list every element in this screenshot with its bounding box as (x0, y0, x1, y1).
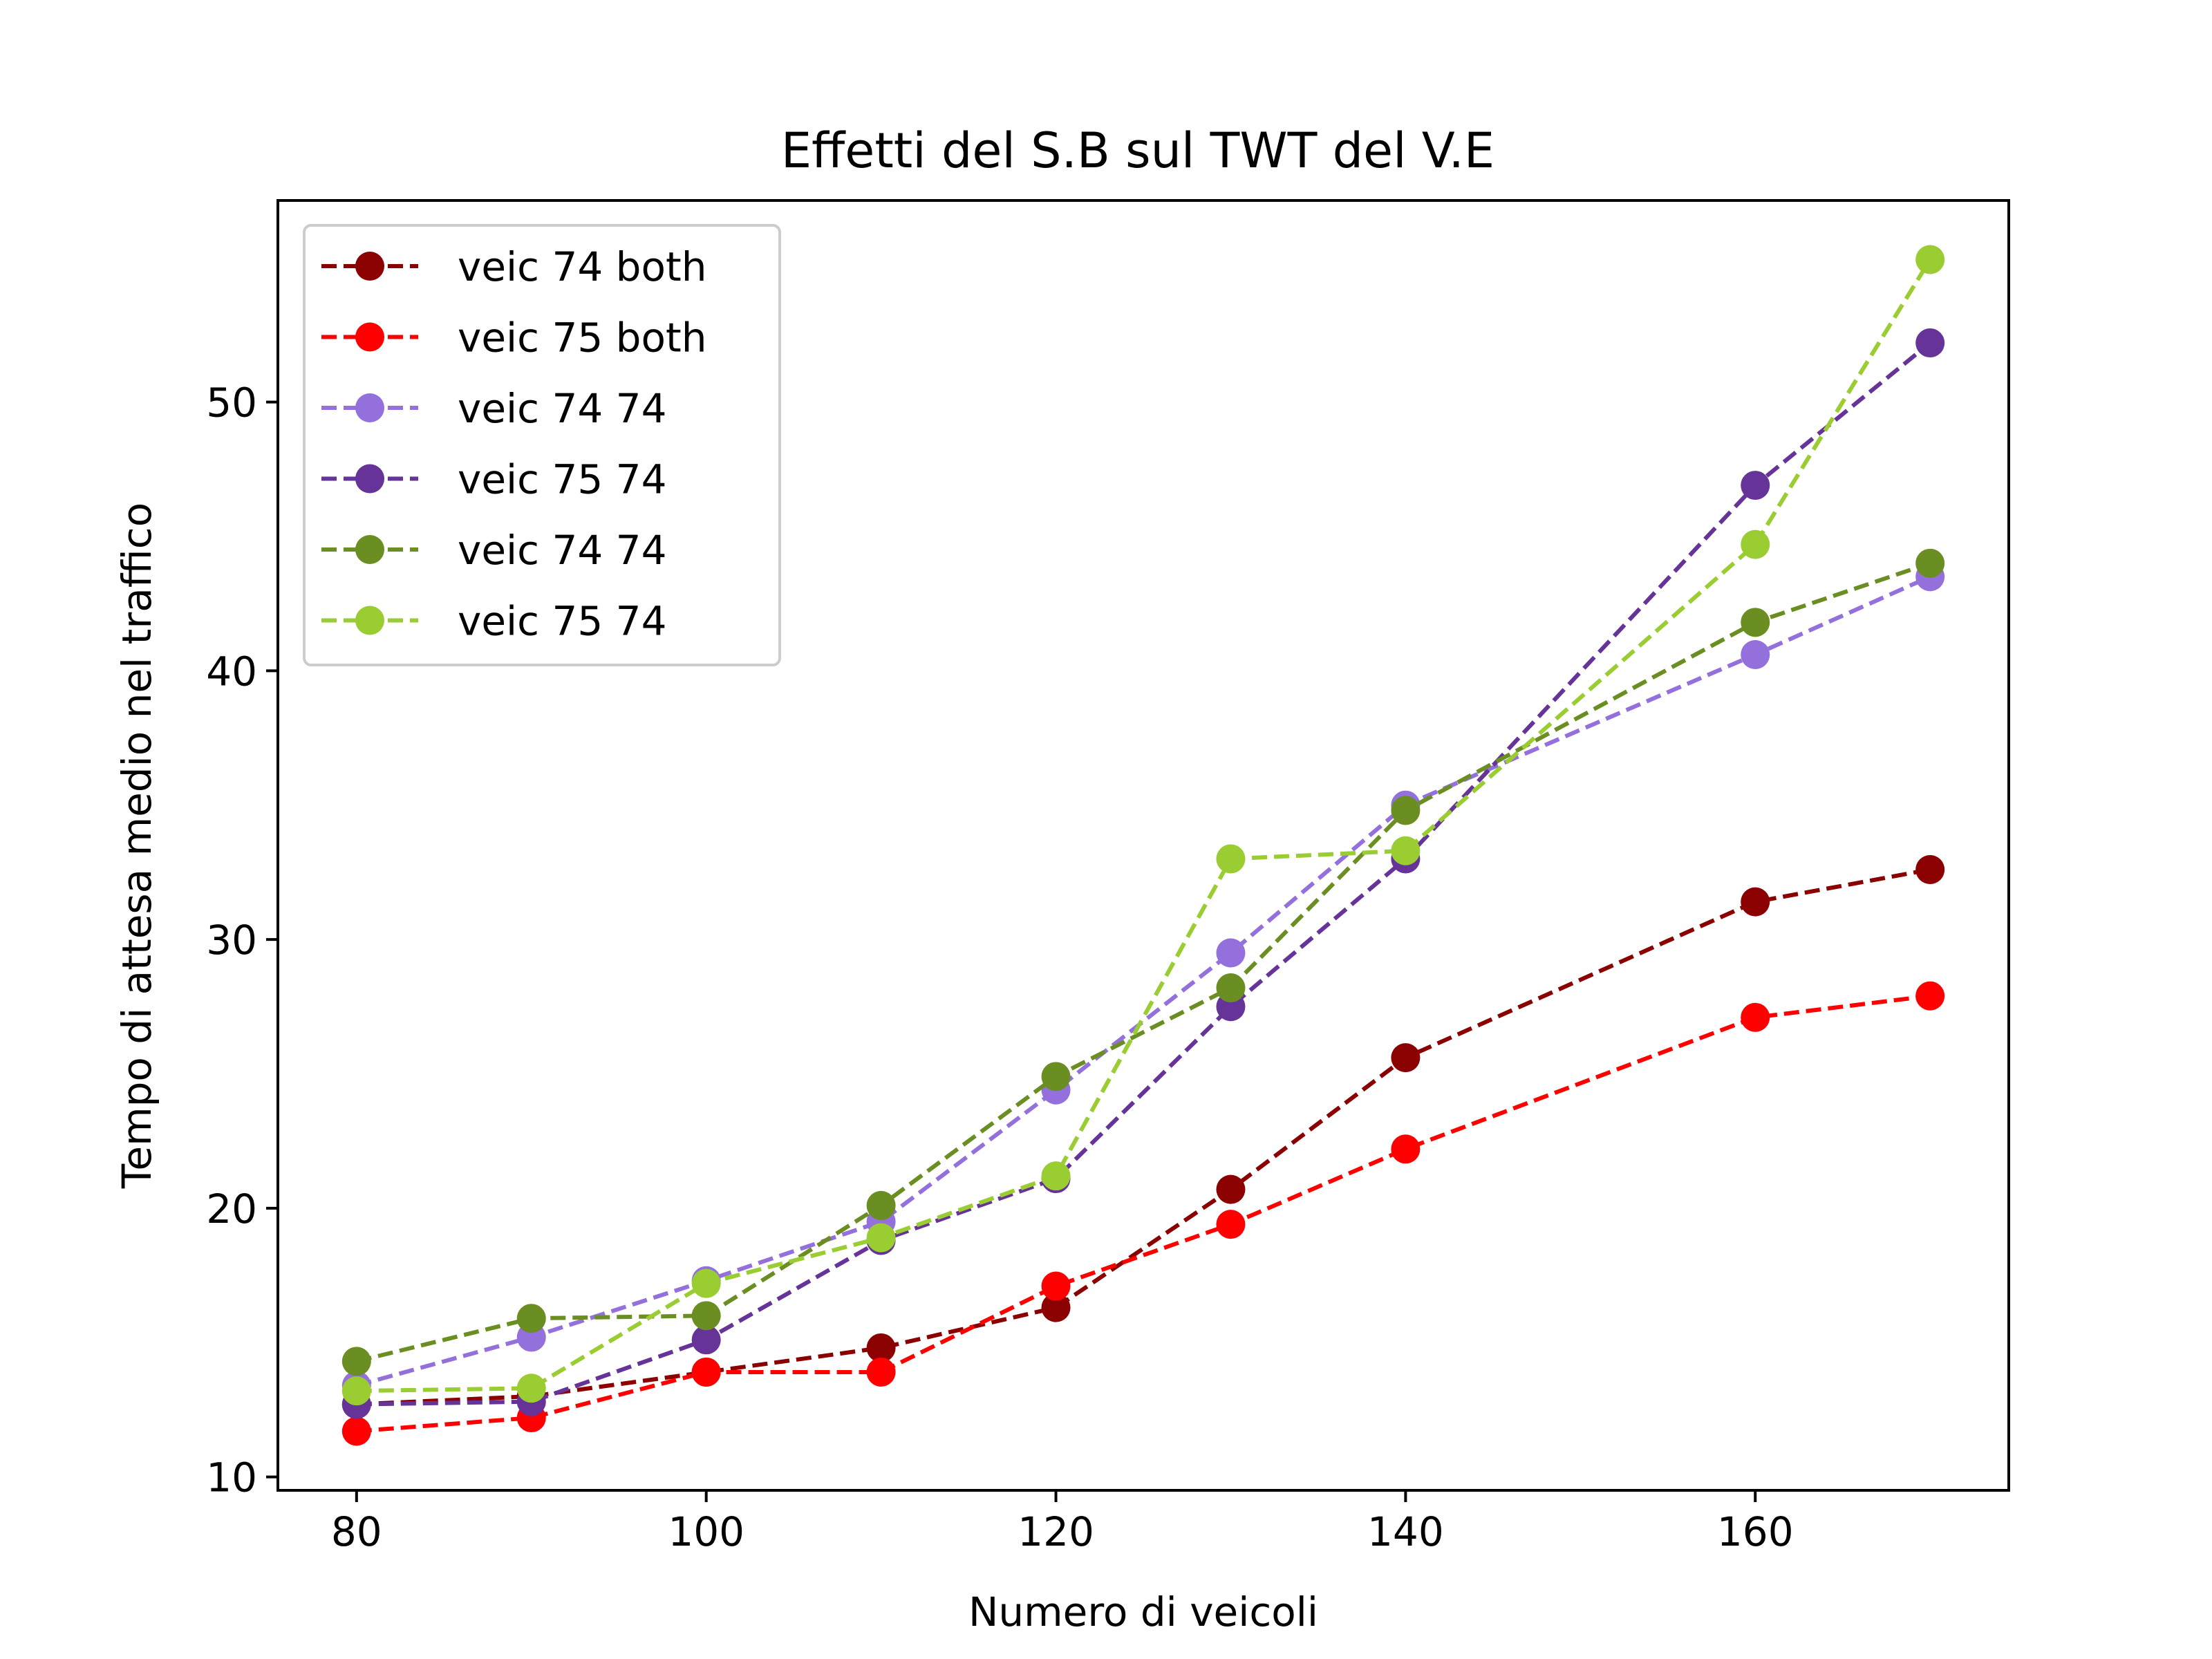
legend-label: veic 74 both (458, 243, 707, 290)
data-point (1741, 1002, 1770, 1032)
data-point (1216, 844, 1246, 874)
legend-marker (355, 393, 384, 422)
data-point (341, 1347, 371, 1376)
series-line (356, 993, 1931, 1434)
y-tick-label: 50 (206, 379, 257, 427)
legend-label: veic 75 both (458, 315, 707, 362)
data-point (1216, 973, 1246, 1003)
data-point (1741, 471, 1770, 500)
x-axis-ticks: 80 100 120 140 160 (331, 1490, 1794, 1555)
data-point (1041, 1062, 1071, 1091)
data-point (341, 1376, 371, 1406)
x-axis-label: Numero di veicoli (968, 1588, 1318, 1635)
series-line (356, 574, 1931, 1388)
data-point (1915, 328, 1945, 358)
legend-label: veic 75 74 (458, 598, 667, 645)
data-point (1741, 639, 1770, 669)
data-point (691, 1301, 721, 1331)
data-point (1216, 938, 1246, 968)
data-point (1041, 1161, 1071, 1191)
data-point (1741, 608, 1770, 637)
y-axis-label: Tempo di attesa medio nel traffico (113, 503, 160, 1189)
data-point (691, 1357, 721, 1387)
data-point (1216, 1174, 1246, 1204)
y-tick-label: 10 (206, 1454, 257, 1501)
legend-box (303, 224, 781, 666)
plot-marks (341, 245, 1945, 1446)
legend-entry: veic 75 both (321, 315, 707, 362)
data-point (1741, 529, 1770, 559)
legend-marker (355, 535, 384, 564)
data-point (516, 1304, 546, 1333)
legend-marker (355, 606, 384, 635)
data-point (1915, 854, 1945, 884)
series-line (356, 868, 1931, 1407)
legend-entries: veic 74 both veic 75 both veic 74 74 veic 7… (321, 243, 707, 645)
data-point (1391, 1134, 1421, 1164)
data-point (691, 1325, 721, 1355)
plot-area-frame (276, 199, 2010, 1492)
data-point (1216, 1210, 1246, 1239)
data-point (1915, 981, 1945, 1011)
data-point (691, 1268, 721, 1298)
y-tick-label: 40 (206, 648, 257, 695)
x-tick-label: 120 (1018, 1508, 1094, 1555)
y-tick-label: 30 (206, 917, 257, 964)
series-5 (341, 548, 1945, 1376)
x-tick-label: 160 (1717, 1508, 1794, 1555)
data-point (1391, 796, 1421, 825)
legend-entry: veic 74 74 (321, 385, 667, 432)
data-point (1041, 1271, 1071, 1301)
series-6 (341, 245, 1945, 1406)
data-point (1915, 548, 1945, 578)
legend-label: veic 75 74 (458, 456, 667, 503)
y-tick-label: 20 (206, 1185, 257, 1232)
legend-entry: veic 75 74 (321, 598, 667, 645)
data-point (1041, 1293, 1071, 1322)
y-axis-ticks: 10 20 30 40 50 (206, 379, 278, 1501)
x-tick-label: 80 (331, 1508, 382, 1555)
legend-entry: veic 74 74 (321, 527, 667, 574)
series-1 (341, 854, 1945, 1419)
data-point (516, 1374, 546, 1403)
legend-entry: veic 75 74 (321, 456, 667, 503)
series-2 (341, 981, 1945, 1446)
data-point (866, 1223, 896, 1253)
data-point (866, 1333, 896, 1362)
x-tick-label: 100 (668, 1508, 744, 1555)
data-point (1391, 1043, 1421, 1073)
legend-marker (355, 464, 384, 494)
series-line (356, 341, 1932, 1407)
legend-entry: veic 74 both (321, 243, 707, 290)
legend: veic 74 both veic 75 both veic 74 74 veic 7… (303, 224, 781, 666)
data-point (1391, 836, 1421, 865)
legend-label: veic 74 74 (458, 385, 667, 432)
x-tick-label: 140 (1367, 1508, 1444, 1555)
series-3 (341, 562, 1945, 1400)
data-point (866, 1357, 896, 1387)
data-point (1915, 245, 1945, 274)
legend-marker (355, 252, 384, 281)
data-point (341, 1416, 371, 1446)
legend-marker (355, 322, 384, 352)
data-point (866, 1190, 896, 1220)
legend-label: veic 74 74 (458, 527, 667, 574)
data-point (1741, 887, 1770, 917)
chart-title: Effetti del S.B sul TWT del V.E (781, 122, 1494, 179)
